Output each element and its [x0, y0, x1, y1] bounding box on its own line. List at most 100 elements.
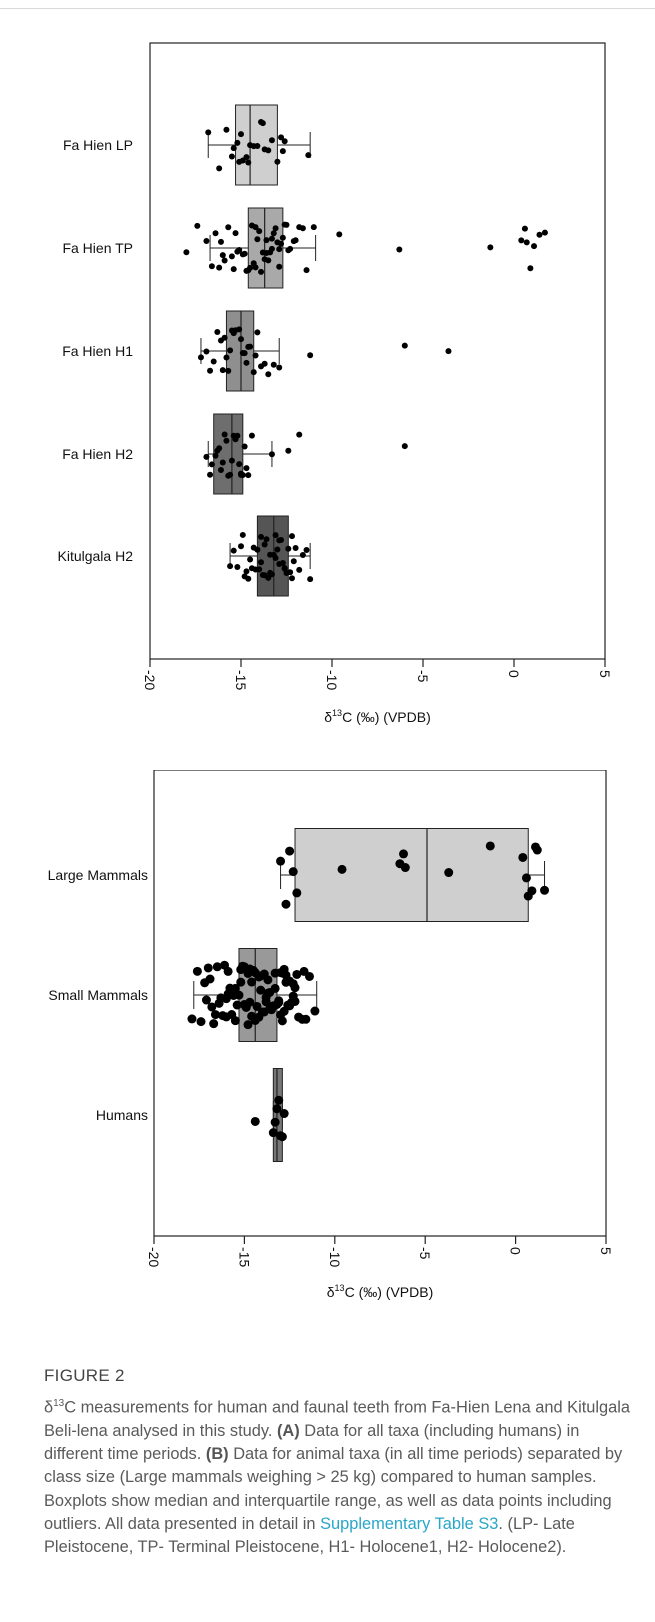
data-point [287, 245, 294, 252]
data-point [258, 268, 265, 275]
data-point [518, 852, 528, 862]
data-point [299, 552, 306, 559]
data-point [241, 573, 248, 580]
category-label: Kitulgala H2 [58, 548, 134, 564]
data-point [225, 224, 232, 231]
figure-caption: FIGURE 2 δ13C measurements for human and… [44, 1366, 634, 1560]
data-point [285, 545, 292, 552]
x-tick-label: 0 [508, 1247, 524, 1255]
caption-bold-b: (B) [205, 1445, 229, 1464]
data-point [210, 358, 217, 365]
iqr-box [225, 310, 255, 392]
x-tick-label: -20 [146, 1247, 162, 1267]
data-point [238, 131, 244, 138]
x-tick-label: -10 [327, 1247, 343, 1267]
caption-text: δ13C measurements for human and faunal t… [44, 1392, 634, 1560]
data-point [205, 129, 212, 136]
chart-a: -20 -15 -10 -5 0 5 δ13C (‰) (VPDB) Fa Hien LP Fa… [58, 42, 613, 725]
data-point [261, 997, 271, 1007]
caption-part-3: Data for animal taxa (in all time period… [44, 1445, 623, 1533]
data-point [268, 1128, 278, 1138]
chart-b: -20 -15 -10 -5 0 5 δ13C (‰) (VPDB) Large Mammal… [48, 770, 614, 1300]
data-point [299, 966, 309, 976]
data-point [248, 565, 255, 572]
data-point [279, 148, 286, 155]
data-point [310, 1006, 320, 1016]
data-point [254, 236, 261, 243]
data-point [227, 563, 234, 570]
data-point [243, 1020, 253, 1030]
data-point [214, 328, 221, 335]
x-tick-label: -15 [233, 670, 249, 690]
data-point [303, 547, 310, 554]
data-point [305, 152, 312, 159]
data-point [247, 556, 254, 563]
x-tick-label: -5 [417, 1247, 433, 1260]
data-point [223, 126, 230, 133]
figure-label: FIGURE 2 [44, 1366, 125, 1385]
data-point [250, 369, 257, 376]
data-point [532, 845, 542, 855]
data-point [263, 237, 270, 244]
data-point [281, 138, 288, 145]
x-axis-label-text: C (‰) (VPDB) [342, 709, 431, 725]
data-point [258, 559, 265, 566]
data-point [247, 977, 257, 987]
data-point [220, 960, 230, 970]
data-point [254, 546, 261, 553]
data-point [241, 250, 248, 257]
x-axis-label: δ13C (‰) (VPDB) [327, 1283, 433, 1300]
data-point [485, 841, 495, 851]
data-point [205, 974, 215, 984]
data-point [290, 558, 297, 565]
data-point [283, 1000, 293, 1010]
data-point [228, 153, 235, 160]
data-point [245, 472, 252, 479]
data-point [252, 264, 259, 271]
x-tick-label: -5 [415, 670, 431, 683]
data-point [187, 1014, 197, 1024]
data-point [210, 1010, 220, 1020]
supplementary-table-link[interactable]: Supplementary Table S3 [320, 1514, 499, 1533]
data-point [239, 531, 246, 538]
data-point [310, 224, 317, 231]
data-point [276, 537, 283, 544]
data-point [521, 873, 531, 883]
data-point [234, 139, 241, 146]
data-point [285, 447, 292, 454]
data-point [277, 1132, 287, 1142]
data-point [214, 998, 224, 1008]
data-point [268, 1001, 278, 1011]
data-point [518, 237, 525, 244]
data-point [203, 348, 210, 355]
category-label: Small Mammals [48, 987, 148, 1003]
data-point [245, 997, 255, 1007]
data-point [192, 966, 202, 976]
x-tick-label: 5 [598, 1247, 614, 1255]
data-point [227, 471, 234, 478]
data-point [217, 467, 224, 474]
data-point [337, 864, 347, 874]
data-point [296, 566, 303, 573]
data-point [238, 471, 244, 478]
data-point [208, 263, 215, 270]
data-point [203, 453, 210, 460]
data-point [281, 970, 291, 980]
data-point [268, 235, 275, 242]
data-point [281, 899, 291, 909]
x-tick-label: 5 [597, 670, 613, 678]
data-point [183, 249, 190, 256]
category-label: Fa Hien H2 [62, 446, 133, 462]
data-point [268, 137, 275, 144]
data-point [203, 963, 213, 973]
data-point [238, 543, 244, 550]
caption-bold-a: (A) [276, 1421, 300, 1440]
data-point [278, 240, 285, 247]
data-point [276, 856, 286, 866]
data-point [301, 1014, 311, 1024]
data-point [258, 533, 265, 540]
data-point [207, 471, 214, 478]
data-point [274, 158, 281, 165]
data-point [399, 849, 409, 859]
data-point [521, 225, 528, 232]
